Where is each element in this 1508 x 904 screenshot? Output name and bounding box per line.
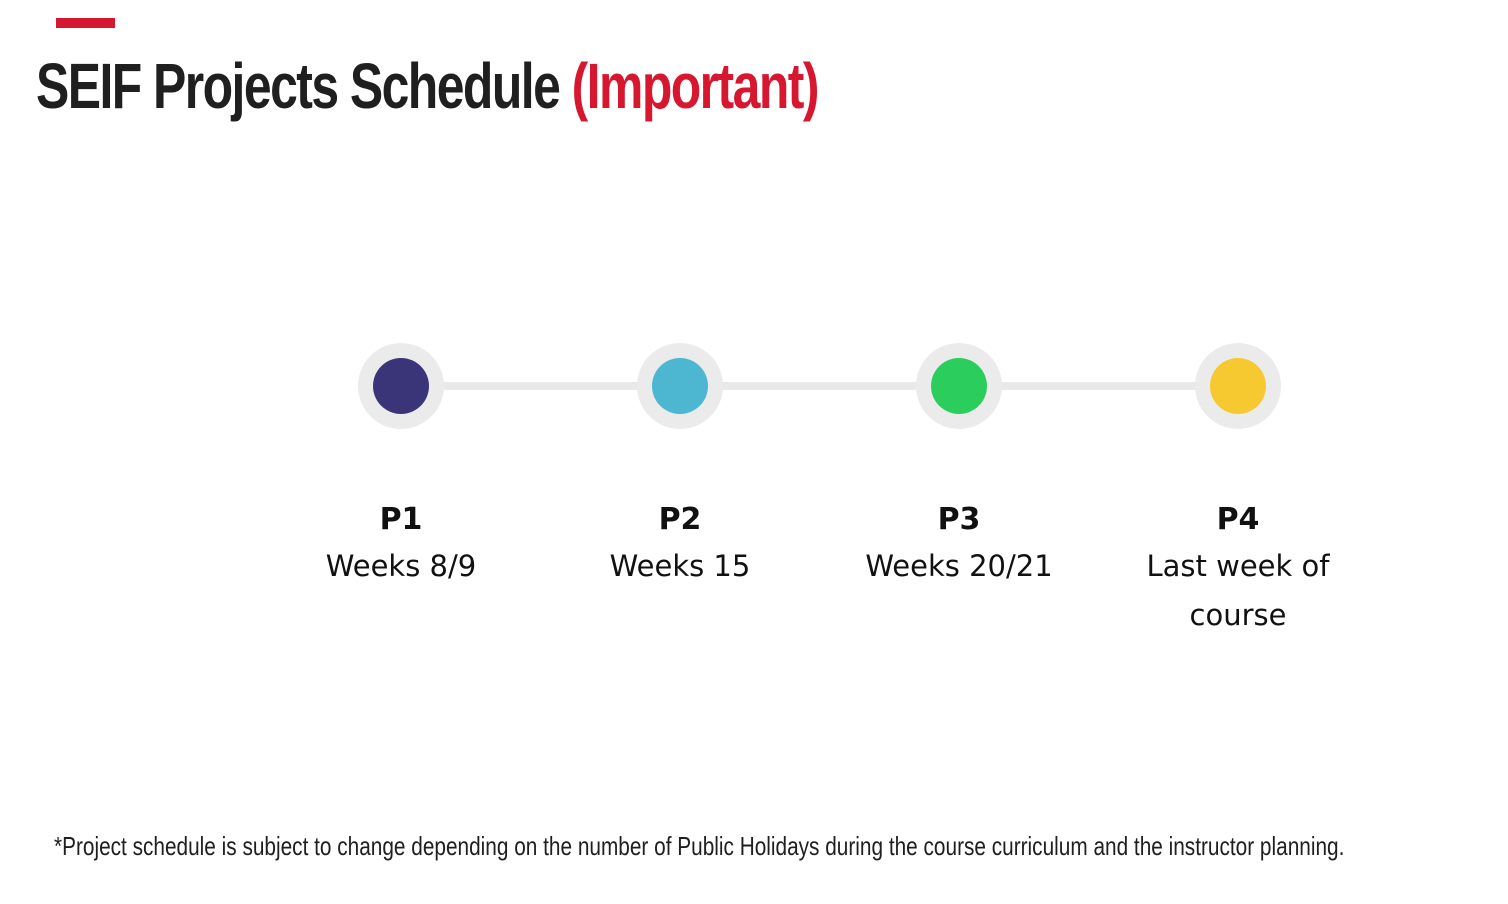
milestone-p1-label: P1 Weeks 8/9 <box>281 500 521 591</box>
milestone-p3-label: P3 Weeks 20/21 <box>839 500 1079 591</box>
milestone-p3-when: Weeks 20/21 <box>865 549 1053 583</box>
milestone-p4-code: P4 <box>1216 502 1260 537</box>
milestone-p1-code: P1 <box>379 502 423 537</box>
page-title: SEIF Projects Schedule (Important) <box>36 44 820 128</box>
milestone-p4-dot <box>1210 358 1266 414</box>
title-accent-bar <box>56 18 115 28</box>
schedule-footnote: *Project schedule is subject to change d… <box>54 831 1345 861</box>
milestone-p3-node <box>916 343 1002 429</box>
milestone-p3-code: P3 <box>937 502 981 537</box>
milestone-p4-label: P4 Last week of course <box>1118 500 1358 640</box>
milestone-p2-code: P2 <box>658 502 702 537</box>
milestone-p2-dot <box>652 358 708 414</box>
milestone-p1-node <box>358 343 444 429</box>
milestone-p2-node <box>637 343 723 429</box>
page-title-highlight: (Important) <box>571 50 820 122</box>
page-title-main: SEIF Projects Schedule <box>36 50 572 122</box>
milestone-p4-node <box>1195 343 1281 429</box>
milestone-p1-when: Weeks 8/9 <box>325 549 477 583</box>
milestone-p3-dot <box>931 358 987 414</box>
milestone-p2-when: Weeks 15 <box>609 549 751 583</box>
milestone-p1-dot <box>373 358 429 414</box>
milestone-p4-when: Last week of course <box>1146 549 1330 632</box>
timeline-track <box>401 382 1237 390</box>
milestone-p2-label: P2 Weeks 15 <box>560 500 800 591</box>
